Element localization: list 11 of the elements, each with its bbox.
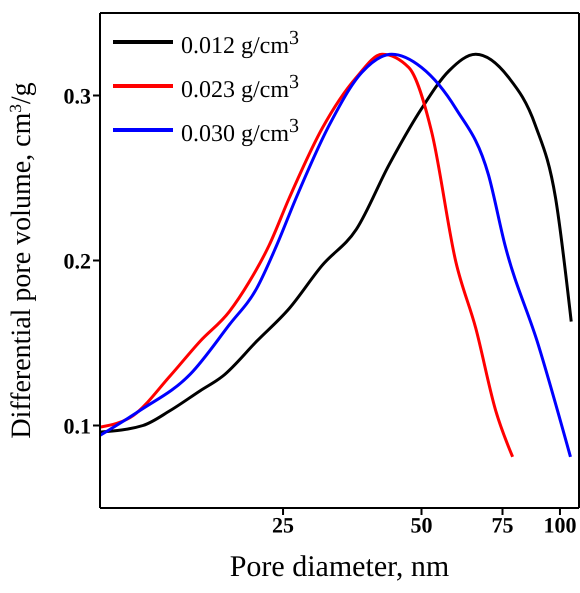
x-tick-label: 100 — [543, 512, 576, 538]
y-tick-label: 0.2 — [64, 248, 91, 274]
legend-label: 0.030 g/cm$^{3}$ — [181, 114, 299, 149]
x-tick-label: 75 — [491, 512, 514, 538]
legend-label: 0.012 g/cm$^{3}$ — [181, 26, 299, 61]
legend-label: 0.023 g/cm$^{3}$ — [181, 70, 299, 105]
x-axis-title: Pore diameter, nm — [230, 550, 450, 583]
x-tick-label: 50 — [410, 512, 432, 538]
x-tick-label: 25 — [272, 512, 294, 538]
y-tick-label: 0.1 — [64, 413, 91, 438]
y-tick-label: 0.3 — [64, 83, 91, 108]
